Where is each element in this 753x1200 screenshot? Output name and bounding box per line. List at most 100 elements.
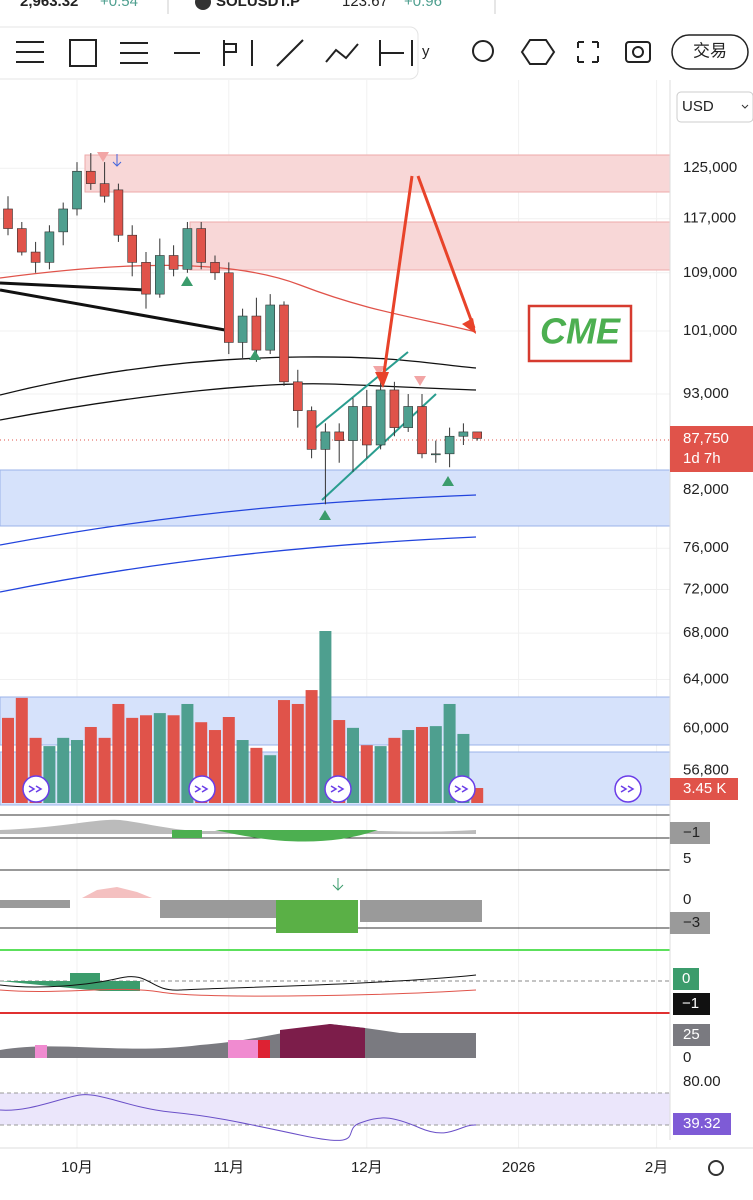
- y-tick-label: 68,000: [683, 624, 729, 641]
- settings-icon[interactable]: [708, 1160, 724, 1176]
- ma-line: [0, 536, 477, 593]
- volume-bar: [319, 631, 332, 803]
- candle-body: [279, 304, 289, 383]
- x-tick-label: 10月: [61, 1159, 93, 1176]
- volume-bar: [57, 737, 70, 803]
- trend-line: [0, 281, 146, 292]
- y-tick-label: 125,000: [683, 159, 737, 176]
- ticker-bar: [0, 0, 753, 18]
- candle-body: [417, 406, 427, 455]
- ind-box: [673, 1113, 731, 1135]
- ma-line: [0, 356, 477, 396]
- volume-bar: [112, 703, 125, 803]
- x-tick-label: 12月: [351, 1159, 383, 1176]
- volume-bar: [278, 700, 290, 803]
- channel-line: [312, 351, 409, 431]
- candle-body: [265, 304, 276, 351]
- trend-line: [0, 288, 226, 332]
- volume-bar: [291, 703, 304, 803]
- toolbar-icons[interactable]: [16, 39, 651, 67]
- ind-box: [673, 1024, 710, 1046]
- candle-body: [444, 435, 455, 455]
- candle-body: [58, 208, 69, 233]
- signal-marker: [112, 154, 122, 167]
- arrow-head: [375, 318, 476, 388]
- dropdown-caret: [741, 104, 749, 109]
- volume-bar: [402, 730, 415, 803]
- ind-label: −3: [683, 914, 700, 931]
- volume-bar: [167, 715, 180, 803]
- y-tick-label: 64,000: [683, 670, 729, 687]
- ticker-symbol[interactable]: SOLUSDT.P: [216, 0, 300, 10]
- y-tick-label: 72,000: [683, 580, 729, 597]
- volume-bar: [388, 737, 401, 803]
- y-tick-label: 76,000: [683, 539, 729, 556]
- channel-line: [321, 393, 437, 501]
- trade-button[interactable]: [671, 34, 749, 70]
- candle-body: [237, 315, 248, 343]
- candle-body: [306, 410, 317, 450]
- volume-bar: [416, 726, 428, 803]
- indicator-panes: [0, 814, 670, 1141]
- ma-line: [0, 494, 477, 546]
- currency[interactable]: USD: [682, 98, 714, 115]
- ind-label: 39.32: [683, 1115, 721, 1132]
- y-tick-label: 109,000: [683, 264, 737, 281]
- candle-body: [403, 406, 414, 428]
- volume-label-box: [670, 778, 738, 800]
- volume-bar: [181, 703, 194, 803]
- toolbar-partial: y: [422, 43, 430, 60]
- last-price: 87,750: [683, 430, 729, 447]
- candle-body: [99, 183, 110, 197]
- volume-bar: [2, 717, 14, 803]
- y-tick-label: 93,000: [683, 385, 729, 402]
- ticker-price: 123.67: [342, 0, 388, 10]
- ind-box: [673, 993, 710, 1015]
- volume-bar: [126, 717, 139, 803]
- resistance-zone: [84, 154, 671, 193]
- ticker-price: 2,963.32: [20, 0, 78, 10]
- candle-body: [224, 272, 234, 343]
- resistance-zone: [189, 221, 671, 271]
- x-tick-label: 2月: [645, 1159, 668, 1176]
- volume-bar: [250, 747, 263, 803]
- ind-label: 0: [683, 891, 691, 908]
- trade-button-label[interactable]: 交易: [693, 41, 727, 60]
- volume-bar: [443, 703, 456, 803]
- price-axis: [670, 80, 753, 1140]
- ind-box: [673, 968, 699, 990]
- y-tick-label: 101,000: [683, 322, 737, 339]
- ind-label: 80.00: [683, 1073, 721, 1090]
- ind-box: [670, 912, 710, 934]
- ma-line: [0, 264, 477, 333]
- volume-bar: [153, 713, 166, 803]
- candle-body: [127, 234, 137, 263]
- ind-label: 25: [683, 1026, 700, 1043]
- candle-body: [375, 389, 386, 446]
- candle-body: [458, 431, 469, 437]
- volume-bar: [98, 737, 111, 803]
- y-tick-label: 56,800: [683, 762, 729, 779]
- x-tick-label: 11月: [214, 1159, 245, 1176]
- candle-body: [141, 262, 151, 295]
- countdown: 1d 7h: [683, 450, 721, 467]
- currency-select[interactable]: [676, 91, 753, 123]
- candle-body: [430, 453, 441, 456]
- ticker-change: +0.54: [100, 0, 138, 10]
- volume-bar: [140, 715, 152, 803]
- candle-body: [472, 431, 483, 439]
- volume-bar: [264, 755, 277, 803]
- y-tick-label: 60,000: [683, 720, 729, 737]
- candle-body: [320, 431, 331, 450]
- candle-body: [292, 381, 303, 411]
- volume-bar: [222, 717, 235, 803]
- coin-icon: [195, 0, 211, 10]
- candle-body: [3, 208, 13, 229]
- candle-body: [334, 431, 345, 441]
- volume-bar: [15, 697, 28, 803]
- ticker-change: +0.96: [404, 0, 442, 10]
- candle-body: [348, 406, 358, 441]
- candle-body: [16, 228, 27, 253]
